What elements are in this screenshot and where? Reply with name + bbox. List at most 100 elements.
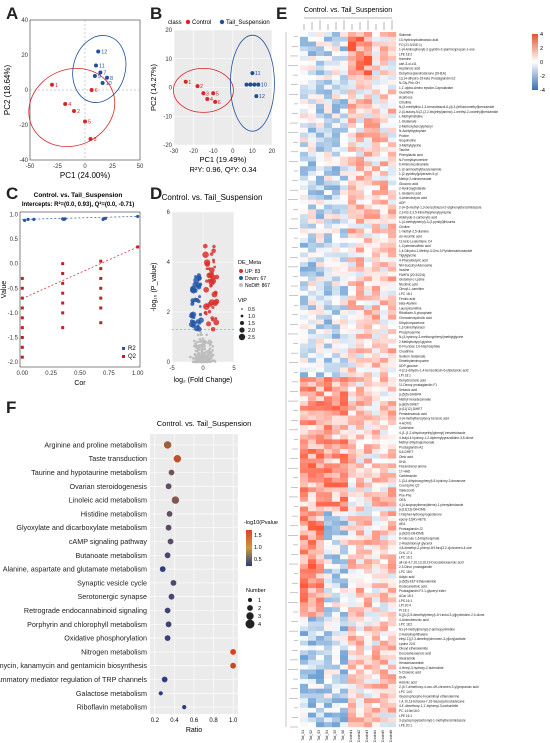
heatmap-cell — [388, 295, 397, 301]
heatmap-cell — [308, 276, 317, 282]
heatmap-cell — [316, 348, 325, 354]
heatmap-cell — [316, 171, 325, 176]
heatmap-cell — [372, 247, 381, 253]
pca-ytick: 0 — [25, 88, 29, 94]
heatmap-cell — [332, 683, 341, 689]
heatmap-cell — [324, 583, 333, 589]
heatmap-cell — [356, 147, 365, 153]
row-label: 4-Phenylbutyric acid — [399, 258, 428, 262]
heatmap-cell — [380, 722, 389, 728]
heatmap-cell — [340, 257, 349, 263]
heatmap-cell — [300, 353, 309, 359]
heatmap-cell — [380, 712, 389, 718]
heatmap-cell — [324, 472, 333, 478]
heatmap-cell — [348, 516, 357, 522]
heatmap-cell — [316, 257, 325, 263]
heatmap-cell — [300, 357, 309, 363]
nodiff-point — [200, 353, 204, 357]
heatmap-cell — [348, 635, 357, 641]
down-point — [189, 313, 195, 319]
heatmap-cell — [340, 233, 349, 239]
pathway-bubble — [168, 469, 175, 476]
heatmap-cell — [348, 564, 357, 570]
heatmap-cell — [348, 238, 357, 244]
row-label: ADP — [399, 201, 406, 205]
heatmap-cell — [340, 338, 349, 344]
heatmap-cell — [308, 166, 317, 172]
heatmap-cell — [388, 305, 397, 311]
heatmap-cell — [316, 655, 325, 661]
heatmap-cell — [308, 405, 317, 411]
heatmap-cell — [316, 679, 325, 685]
up-point — [209, 252, 214, 256]
heatmap-cell — [300, 458, 309, 464]
heatmap-cell — [356, 621, 365, 627]
heatmap-cell — [316, 693, 325, 699]
legend-title: class — [168, 20, 182, 26]
heatmap-cell — [300, 487, 309, 493]
heatmap-cell — [324, 616, 333, 622]
heatmap-cell — [324, 520, 333, 526]
legend-label-2: NoDiff: 867 — [245, 283, 270, 289]
heatmap-cell — [372, 32, 381, 37]
row-label: cis-Aconitic acid — [399, 235, 422, 239]
q2-regression-line — [22, 246, 138, 299]
y-axis-label: Value — [1, 281, 8, 298]
vip-size-label: 0.5 — [248, 307, 255, 313]
heatmap-cell — [316, 70, 325, 76]
heatmap-cell — [332, 568, 341, 574]
heatmap-cell — [308, 353, 317, 359]
heatmap-cell — [380, 477, 389, 483]
heatmap-cell — [388, 75, 397, 81]
heatmap-cell — [364, 252, 373, 258]
heatmap-cell — [372, 425, 381, 431]
pathway-label: Alanine, aspartate and glutamate metabol… — [3, 565, 147, 574]
pca-xtick: 25 — [109, 164, 116, 170]
opls-xtick: 0 — [231, 149, 235, 155]
heatmap-cell — [356, 712, 365, 718]
heatmap-cell — [332, 659, 341, 665]
heatmap-cell — [348, 698, 357, 704]
heatmap-cell — [308, 161, 317, 167]
heatmap-cell — [356, 238, 365, 244]
up-point — [205, 279, 209, 283]
nodiff-point — [191, 360, 195, 364]
heatmap-cell — [316, 621, 325, 627]
heatmap-cell — [300, 631, 309, 637]
heatmap-cell — [332, 391, 341, 397]
row-label: NN-Succinyl Adenosine — [399, 263, 433, 267]
row-label: N-(2-methylthio-1,3-benzothiazol-6-yl)-3… — [399, 105, 494, 109]
heatmap-cell — [372, 214, 381, 220]
heatmap-cell — [364, 204, 373, 210]
heatmap-cell — [340, 573, 349, 579]
heatmap-cell — [372, 449, 381, 454]
heatmap-cell — [332, 453, 341, 459]
heatmap-cell — [380, 127, 389, 133]
q2-point — [20, 316, 24, 320]
heatmap-cell — [356, 377, 365, 383]
chart-subtitle: Intercepts: R²=(0.0, 0.93), Q²=(0.0, -0.… — [22, 201, 134, 208]
heatmap-cell — [356, 32, 365, 37]
heatmap-cell — [324, 420, 333, 426]
heatmap-cell — [380, 123, 389, 129]
heatmap-cell — [324, 257, 333, 263]
heatmap-cell — [340, 707, 349, 713]
row-label: LPC 18:1 — [399, 292, 413, 296]
heatmap-cell — [340, 343, 349, 349]
heatmap-cell — [348, 51, 357, 57]
heatmap-cell — [308, 127, 317, 133]
heatmap-cell — [300, 281, 309, 287]
heatmap-cell — [380, 405, 389, 411]
heatmap-cell — [308, 573, 317, 579]
column-label: Control3 — [365, 730, 369, 742]
heatmap-cell — [372, 659, 381, 665]
heatmap-cell — [316, 310, 325, 315]
heatmap-cell — [332, 516, 341, 522]
heatmap-cell — [348, 357, 357, 363]
heatmap-cell — [316, 55, 325, 61]
x-tick: 0.8 — [209, 718, 218, 724]
heatmap-cell — [308, 396, 317, 402]
tail-point — [98, 70, 103, 75]
heatmap-cell — [316, 520, 325, 526]
control-point-label: 1 — [188, 80, 191, 86]
